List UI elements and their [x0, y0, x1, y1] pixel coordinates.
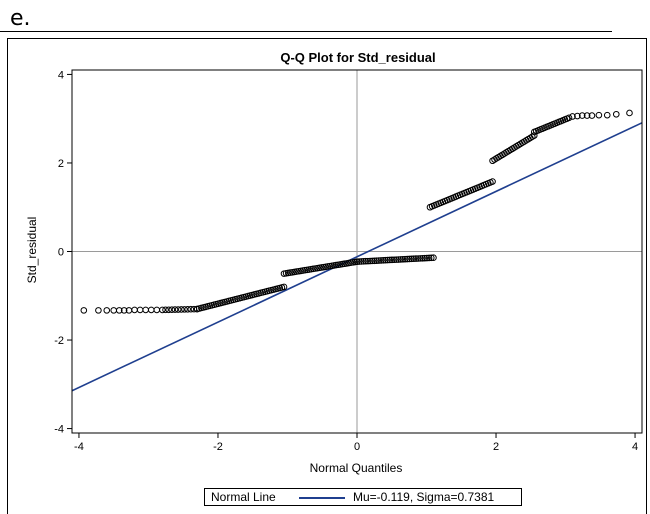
data-point	[165, 306, 172, 314]
data-point	[489, 178, 496, 185]
data-point	[393, 256, 400, 263]
data-point	[120, 307, 128, 314]
data-point	[375, 257, 383, 264]
y-tick-label: 4	[58, 69, 64, 81]
data-point	[410, 255, 418, 263]
data-point	[95, 307, 102, 314]
data-point	[390, 256, 398, 264]
data-point	[80, 307, 88, 314]
data-point	[386, 256, 394, 264]
data-point	[612, 110, 620, 118]
data-point	[353, 258, 361, 265]
data-point	[178, 306, 185, 313]
data-point	[397, 256, 404, 263]
y-tick-label: -4	[54, 424, 64, 436]
x-tick-label: -4	[74, 441, 84, 453]
data-point	[103, 307, 111, 314]
data-point	[408, 255, 415, 263]
data-point	[373, 257, 380, 264]
data-point	[131, 306, 138, 314]
data-point	[368, 257, 376, 265]
data-point	[377, 257, 385, 264]
data-point	[115, 307, 123, 314]
data-point	[110, 307, 118, 314]
data-point	[406, 255, 413, 263]
y-tick-label: 2	[58, 158, 64, 170]
data-point	[379, 257, 387, 264]
separator-line	[0, 31, 612, 32]
data-point	[399, 255, 407, 263]
data-point	[588, 112, 596, 119]
data-point	[388, 256, 396, 264]
y-axis-label: Std_residual	[25, 217, 39, 284]
data-point	[358, 258, 365, 265]
data-point	[425, 254, 433, 262]
data-point	[136, 306, 144, 314]
y-tick-label: -2	[54, 335, 64, 347]
data-point	[417, 255, 424, 262]
data-point	[412, 255, 420, 262]
x-axis-label: Normal Quantiles	[310, 461, 403, 475]
data-point	[395, 256, 402, 263]
data-point	[382, 256, 389, 264]
data-point	[184, 305, 191, 313]
data-point	[414, 255, 422, 262]
data-point	[569, 113, 576, 120]
data-point	[403, 255, 411, 263]
data-point	[578, 112, 586, 119]
data-point	[419, 254, 426, 262]
data-point	[360, 258, 367, 265]
data-point	[421, 254, 429, 262]
normal-reference-line	[72, 122, 642, 392]
data-point	[583, 112, 591, 119]
data-point	[626, 109, 633, 117]
data-point	[423, 254, 431, 262]
data-point	[280, 283, 288, 291]
legend: Normal Line Mu=-0.119, Sigma=0.7381	[204, 488, 522, 506]
data-point	[384, 256, 391, 264]
data-point	[153, 306, 161, 314]
data-point	[171, 306, 179, 313]
data-point	[574, 112, 581, 120]
question-label: e.	[10, 6, 31, 31]
x-tick-label: 2	[493, 441, 499, 453]
x-tick-label: -2	[213, 441, 223, 453]
figure-frame	[7, 38, 647, 514]
data-point	[147, 306, 155, 314]
legend-title: Normal Line	[211, 490, 276, 504]
data-point	[142, 306, 149, 314]
data-point	[364, 257, 372, 265]
data-point	[401, 255, 409, 263]
x-tick-label: 0	[354, 441, 360, 453]
data-point	[565, 114, 573, 122]
data-point	[181, 306, 188, 313]
legend-series-name: Mu=-0.119, Sigma=0.7381	[353, 490, 495, 504]
data-point	[174, 306, 182, 313]
data-point	[168, 306, 176, 313]
chart-title: Q-Q Plot for Std_residual	[280, 50, 435, 65]
data-point	[603, 111, 611, 119]
legend-line-swatch	[299, 497, 345, 499]
data-point	[371, 257, 378, 265]
data-point	[430, 254, 437, 261]
x-tick-label: 4	[632, 441, 638, 453]
data-points	[80, 109, 633, 314]
data-point	[595, 111, 603, 119]
data-point	[362, 257, 370, 265]
y-tick-label: 0	[58, 247, 64, 259]
data-point	[355, 258, 363, 265]
data-point	[427, 254, 435, 262]
data-point	[366, 257, 374, 265]
data-point	[162, 306, 169, 314]
data-point	[187, 305, 195, 313]
